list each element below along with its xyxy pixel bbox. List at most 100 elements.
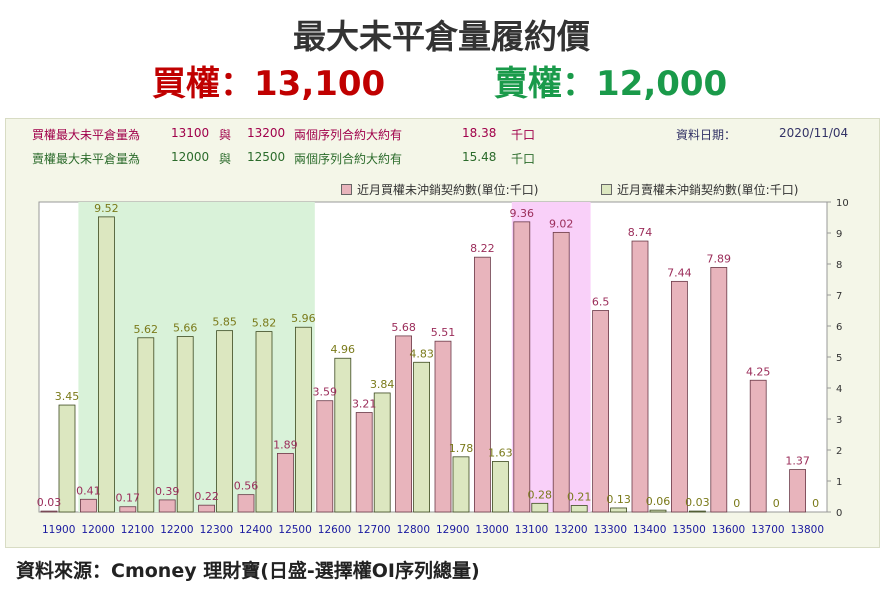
call-bar — [158, 499, 176, 513]
legend-call-label: 近月買權未沖銷契約數(單位:千口) — [357, 183, 539, 197]
put-info-strike2: 12500 — [247, 150, 286, 164]
x-tick-label: 13800 — [791, 524, 824, 536]
x-tick-label: 13700 — [751, 524, 784, 536]
call-bar — [434, 340, 452, 513]
put-info-strike1: 12000 — [171, 150, 210, 164]
call-value-label: 1.37 — [785, 455, 810, 468]
x-tick-label: 12800 — [397, 524, 430, 536]
x-tick-label: 13400 — [633, 524, 666, 536]
call-bar — [749, 379, 767, 513]
x-tick-label: 13500 — [672, 524, 705, 536]
call-bar — [395, 335, 413, 513]
x-tick-label: 12300 — [200, 524, 233, 536]
legend-put-swatch — [601, 184, 612, 195]
call-value-label: 0.41 — [76, 484, 101, 497]
put-bar — [649, 509, 667, 513]
put-value-label: 0.13 — [606, 493, 631, 506]
call-bar — [631, 240, 649, 513]
data-source: 資料來源：Cmoney 理財寶(日盛-選擇權OI序列總量) — [16, 560, 480, 582]
put-value-label: 1.78 — [449, 442, 474, 455]
y-tick-label: 3 — [836, 415, 842, 426]
x-tick-label: 11900 — [42, 524, 75, 536]
put-max-oi-band — [78, 202, 315, 512]
call-bar — [316, 400, 334, 513]
x-tick-label: 12600 — [318, 524, 351, 536]
call-value-label: 4.25 — [746, 365, 771, 378]
call-bar — [513, 221, 531, 513]
x-tick-label: 13600 — [712, 524, 745, 536]
call-info-conj: 與 — [219, 128, 232, 142]
x-tick-label: 13100 — [515, 524, 548, 536]
put-bar — [137, 337, 155, 513]
put-info-prefix: 賣權最大未平倉量為 — [32, 152, 141, 166]
call-value-label: 8.74 — [628, 226, 653, 239]
call-value-label: 0.56 — [234, 480, 259, 493]
call-value-label: 5.68 — [391, 321, 416, 334]
x-tick-label: 13300 — [594, 524, 627, 536]
x-tick-label: 12000 — [81, 524, 114, 536]
call-bar — [473, 256, 491, 513]
put-bar — [689, 510, 706, 513]
call-value-label: 5.51 — [431, 326, 456, 339]
call-bar — [40, 510, 58, 513]
call-value-label: 8.22 — [470, 242, 495, 255]
put-value-label: 9.52 — [94, 202, 119, 215]
call-bar — [552, 231, 570, 513]
call-value-label: 0.17 — [116, 492, 141, 505]
put-value-label: 0 — [773, 497, 780, 510]
call-summary-label: 買權 — [152, 64, 220, 104]
call-bar — [198, 504, 216, 513]
put-bar — [491, 461, 509, 513]
call-value-label: 9.02 — [549, 217, 574, 230]
max-call-oi-strike: 買權：13,100 — [152, 56, 385, 105]
put-info-desc: 兩個序列合約大約有 — [294, 152, 403, 166]
call-value-label: 7.89 — [707, 252, 732, 265]
put-value-label: 0.06 — [646, 495, 671, 508]
put-bar — [294, 326, 312, 513]
put-summary-value: 12,000 — [596, 64, 728, 104]
x-tick-label: 12200 — [160, 524, 193, 536]
call-info-unit: 千口 — [511, 128, 536, 142]
put-info-unit: 千口 — [511, 152, 536, 166]
call-value-label: 3.59 — [313, 386, 338, 399]
y-tick-label: 0 — [836, 508, 842, 519]
call-info-strike2: 13200 — [247, 126, 286, 140]
legend-put: 近月賣權未沖銷契約數(單位:千口) — [601, 181, 798, 198]
legend-call-swatch — [341, 184, 352, 195]
call-summary-value: 13,100 — [254, 64, 386, 104]
put-bar — [610, 507, 627, 513]
put-bar — [176, 336, 194, 513]
call-bar — [276, 453, 294, 513]
x-tick-label: 13000 — [475, 524, 508, 536]
x-tick-label: 12700 — [357, 524, 390, 536]
put-info-conj: 與 — [219, 152, 232, 166]
call-bar — [355, 412, 373, 513]
call-value-label: 0.39 — [155, 485, 180, 498]
call-bar — [789, 469, 806, 513]
legend-call: 近月買權未沖銷契約數(單位:千口) — [341, 181, 538, 198]
put-value-label: 4.96 — [331, 343, 356, 356]
put-bar — [570, 505, 588, 513]
call-value-label: 6.5 — [592, 296, 610, 309]
call-value-label: 1.89 — [273, 438, 298, 451]
date-label: 資料日期： — [676, 128, 737, 142]
put-value-label: 1.63 — [488, 446, 513, 459]
x-tick-label: 12100 — [121, 524, 154, 536]
put-bar — [413, 361, 431, 513]
put-value-label: 0.21 — [567, 490, 592, 503]
call-bar — [710, 267, 728, 513]
put-value-label: 5.96 — [291, 312, 316, 325]
y-tick-label: 2 — [836, 446, 842, 457]
put-bar — [58, 404, 76, 513]
put-bar — [255, 331, 273, 513]
put-value-label: 0.28 — [528, 488, 553, 501]
put-value-label: 5.82 — [252, 317, 277, 330]
call-info-prefix: 買權最大未平倉量為 — [32, 128, 141, 142]
put-bar — [334, 357, 352, 513]
x-tick-label: 12900 — [436, 524, 469, 536]
y-tick-label: 1 — [836, 477, 842, 488]
x-tick-label: 12400 — [239, 524, 272, 536]
y-tick-label: 4 — [836, 384, 842, 395]
put-value-label: 5.62 — [134, 323, 159, 336]
